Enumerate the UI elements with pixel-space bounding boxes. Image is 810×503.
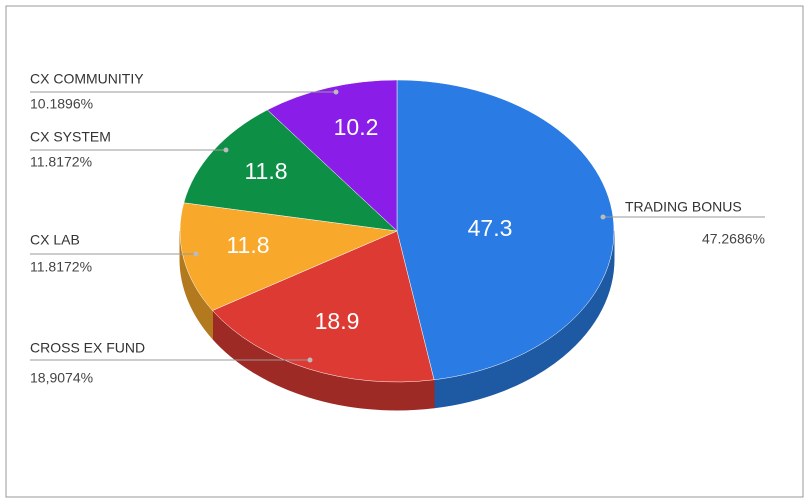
category-label: TRADING BONUS — [625, 199, 742, 215]
leader-dot — [600, 214, 606, 220]
category-label: CX LAB — [30, 232, 80, 248]
value-label: 18.9 — [315, 308, 360, 334]
value-label: 10.2 — [334, 114, 379, 140]
category-label: CX SYSTEM — [30, 129, 111, 145]
leader-dot — [223, 147, 229, 153]
labels: 47.3 18.9 11.8 11.8 10.2 TRADING BONUS 47.2686… — [30, 71, 765, 386]
pie-slice — [179, 202, 398, 311]
percent-label: 11.8172% — [30, 259, 92, 275]
category-label: CROSS EX FUND — [30, 340, 145, 356]
pie-slice — [266, 79, 398, 232]
leader-dot — [193, 251, 199, 257]
leader-dot — [333, 89, 339, 95]
leader-dot — [307, 357, 313, 363]
percent-label: 47.2686% — [702, 231, 765, 247]
pie-slice — [212, 230, 435, 383]
value-label: 47.3 — [468, 215, 513, 241]
pie-slice — [396, 79, 615, 381]
percent-label: 11.8172% — [30, 154, 92, 170]
percent-label: 10.1896% — [30, 96, 93, 112]
pie-tops — [179, 79, 615, 383]
value-label: 11.8 — [244, 158, 287, 184]
category-label: CX COMMUNITIY — [30, 71, 144, 87]
value-label: 11.8 — [226, 232, 269, 258]
percent-label: 18,9074% — [30, 370, 93, 386]
pie-slice — [183, 109, 398, 232]
